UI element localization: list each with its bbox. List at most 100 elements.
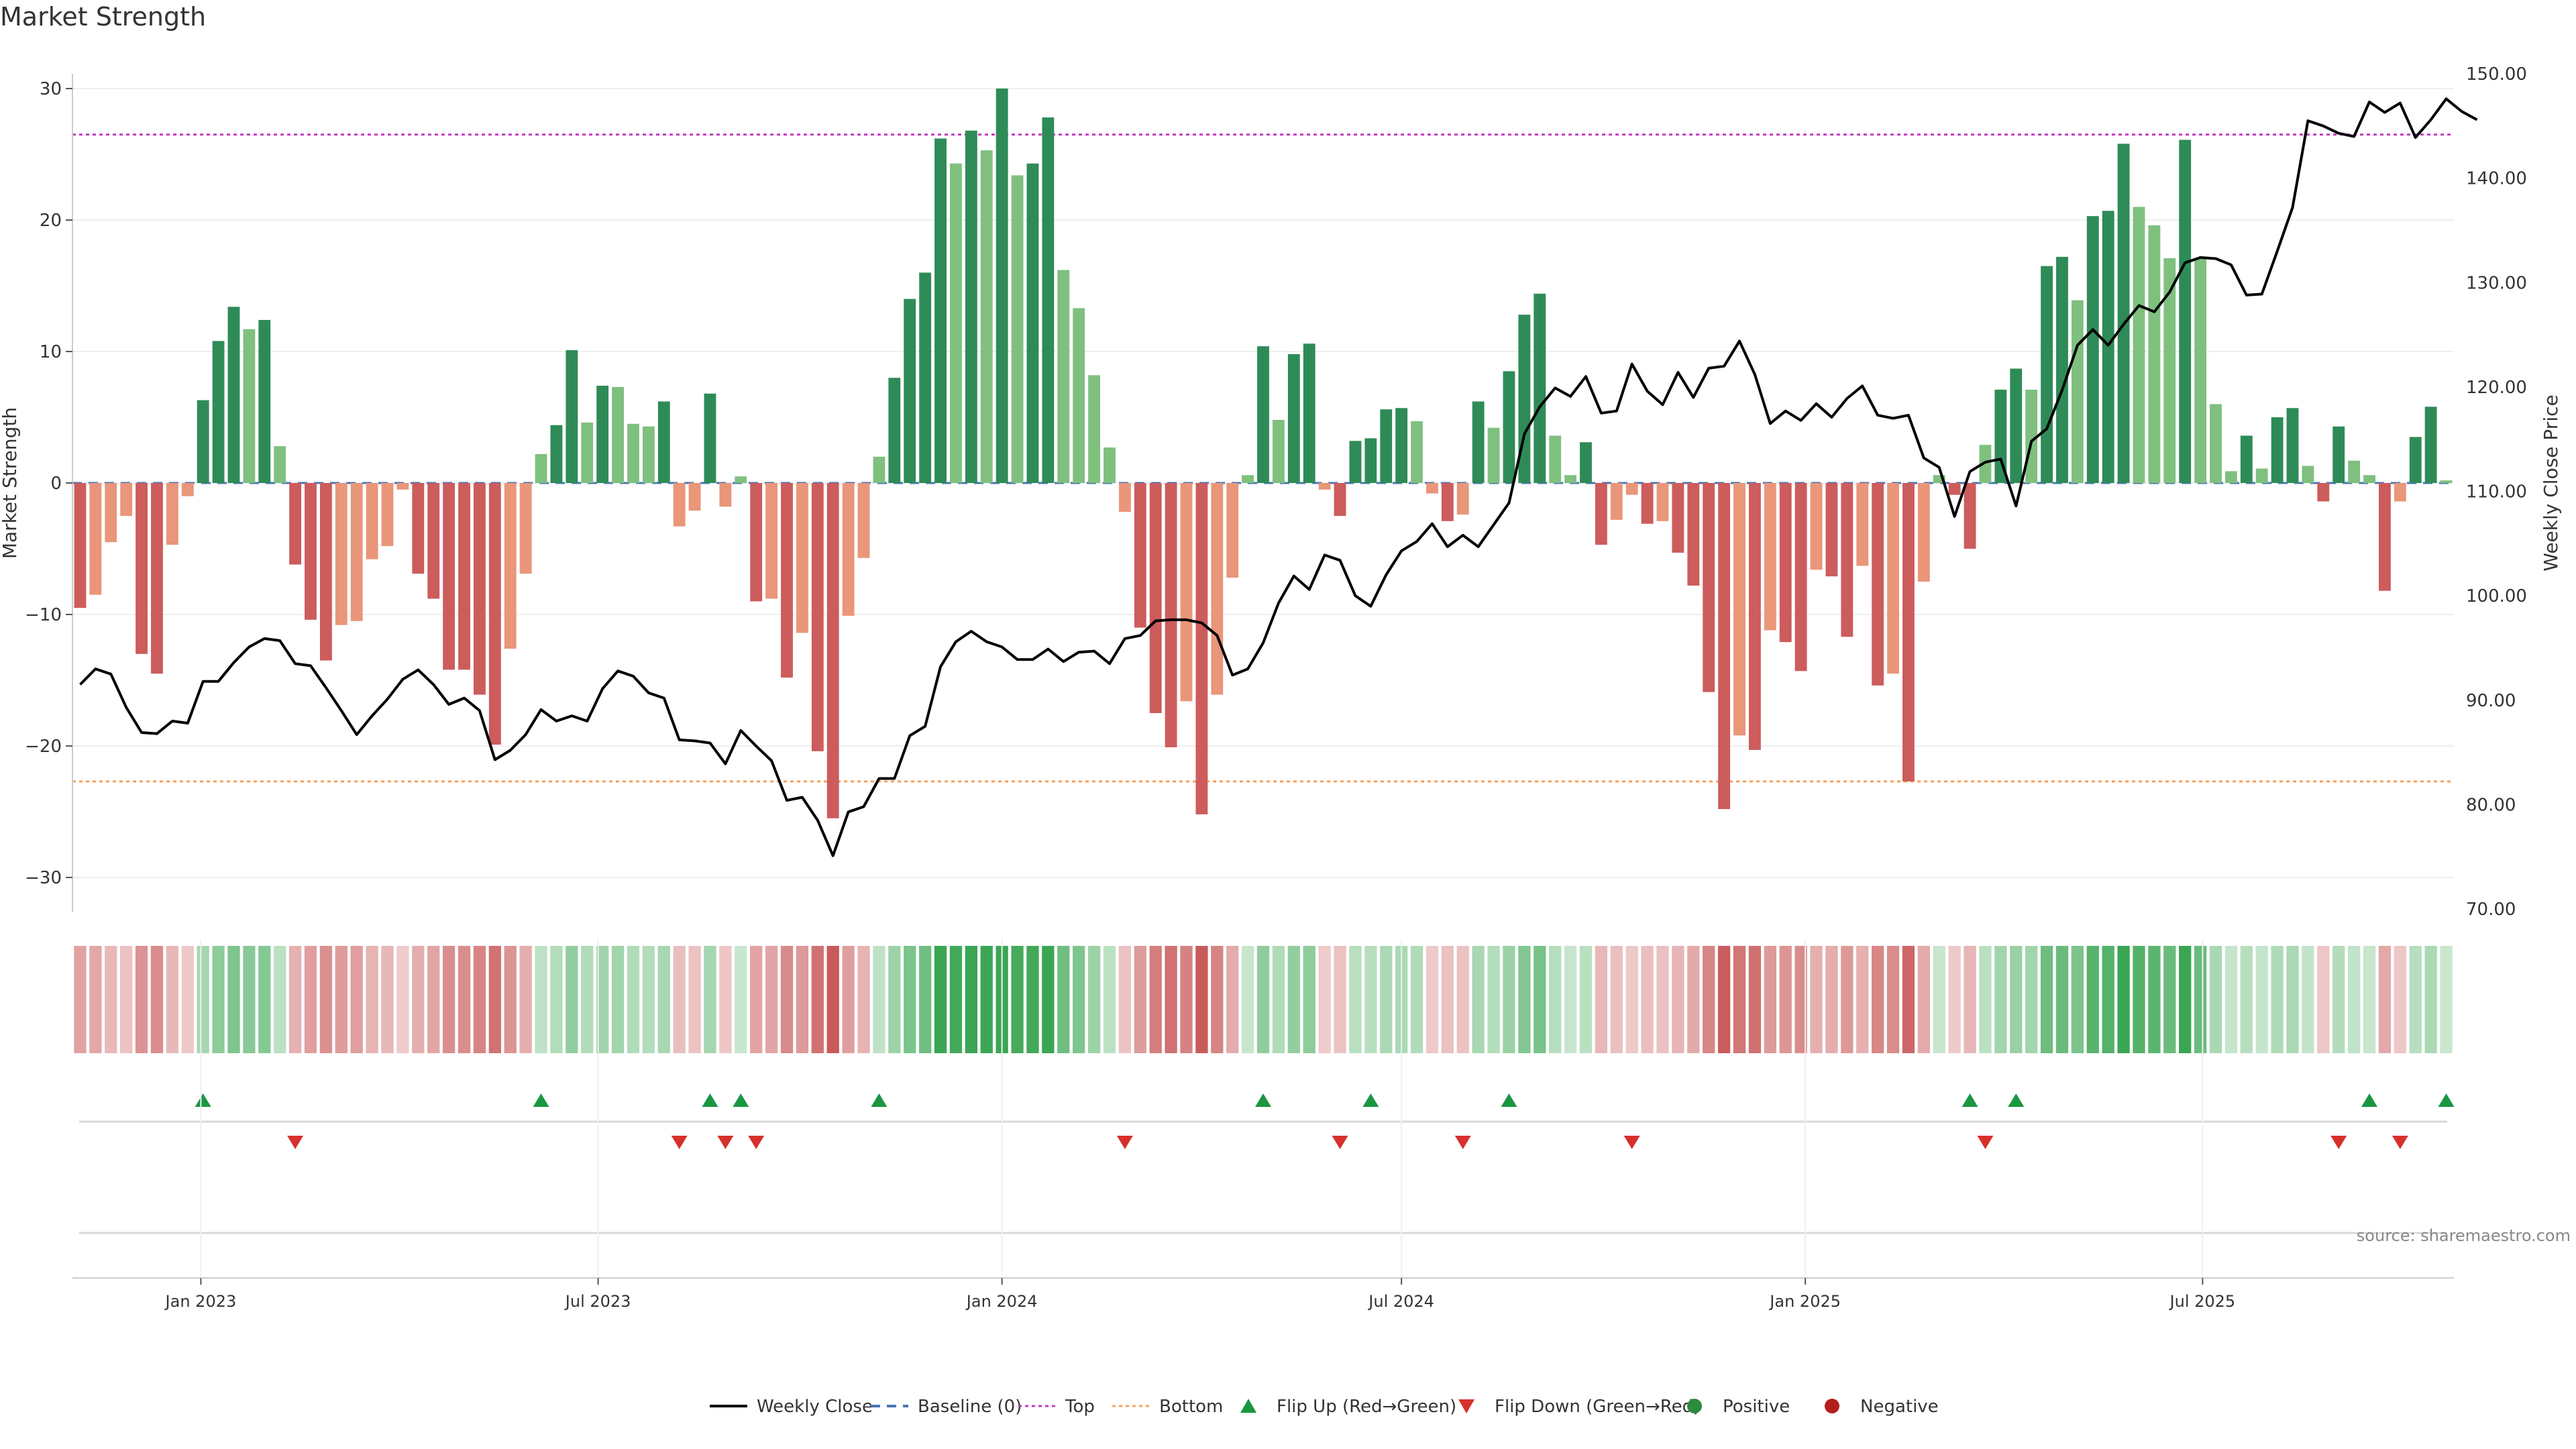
flip-down-marker (671, 1136, 688, 1149)
heat-cell (427, 946, 440, 1053)
strength-bar (305, 483, 317, 620)
strength-bar (1810, 483, 1823, 570)
flip-up-marker (733, 1093, 749, 1107)
strength-bar (1887, 483, 1899, 674)
strength-bar (581, 422, 594, 483)
flip-up-marker (2438, 1093, 2455, 1107)
heat-cell (1026, 946, 1039, 1053)
strength-bar (2286, 408, 2299, 483)
strength-bar (166, 483, 178, 545)
heat-cell (780, 946, 794, 1053)
strength-bar (105, 483, 117, 543)
heat-cell (2332, 946, 2345, 1053)
heat-cell (2286, 946, 2299, 1053)
strength-bar (2348, 460, 2361, 483)
heat-cell (2224, 946, 2238, 1053)
flip-down-marker (2330, 1136, 2347, 1149)
heat-cell (1748, 946, 1762, 1053)
strength-bar (335, 483, 347, 625)
heat-cell (243, 946, 256, 1053)
flip-up-marker (533, 1093, 549, 1107)
strength-bar (1625, 483, 1638, 495)
strength-bar (950, 163, 962, 483)
strength-bar (243, 329, 256, 483)
heat-cell (1349, 946, 1362, 1053)
heat-cell (366, 946, 378, 1053)
heat-cell (197, 946, 209, 1053)
flip-up-marker (871, 1093, 888, 1107)
flip-down-marker (1977, 1136, 1994, 1149)
left-tick-label: −20 (25, 737, 62, 757)
heat-cell (381, 946, 394, 1053)
heat-cell (288, 946, 302, 1053)
strength-bar (888, 378, 901, 483)
heat-cell (304, 946, 317, 1053)
strength-bar (2163, 258, 2176, 483)
strength-bar (2440, 480, 2453, 483)
heat-cell (1226, 946, 1239, 1053)
heat-cell (581, 946, 594, 1053)
heat-cell (1057, 946, 1070, 1053)
strength-bar (1872, 483, 1884, 686)
right-tick-label: 110.00 (2466, 482, 2527, 502)
strength-bar (2056, 256, 2068, 483)
right-tick-label: 130.00 (2466, 273, 2527, 293)
strength-bar (319, 483, 332, 661)
flip-down-marker (1116, 1136, 1133, 1149)
heat-cell (2209, 946, 2222, 1053)
strength-bars (74, 89, 2453, 818)
right-axis: 150.00 140.00 130.00 120.00 110.00 100.00 90.0… (2466, 64, 2527, 920)
heat-cell (2071, 946, 2084, 1053)
strength-bar (1441, 483, 1454, 521)
strength-bar (612, 386, 624, 483)
heat-cell (1656, 946, 1669, 1053)
heat-cell (1856, 946, 1869, 1053)
strength-bar (1948, 483, 1961, 495)
strength-bar (657, 401, 670, 483)
strength-bar (535, 453, 547, 483)
heat-cell (350, 946, 363, 1053)
strength-bar (1595, 483, 1607, 545)
legend-item: Negative (1825, 1397, 1939, 1417)
heat-cell (1549, 946, 1562, 1053)
legend-item: Flip Down (Green→Red) (1458, 1397, 1700, 1417)
heat-cell (335, 946, 347, 1053)
strength-bar (1242, 475, 1254, 483)
strength-bar (1964, 483, 1976, 549)
strength-bar (2148, 225, 2161, 483)
heat-cell (1764, 946, 1776, 1053)
heat-cell (1810, 946, 1823, 1053)
heat-cell (2102, 946, 2114, 1053)
strength-bar (1134, 483, 1146, 628)
x-tick-label: Jul 2023 (564, 1292, 631, 1311)
strength-bar (2394, 483, 2406, 502)
heat-cell (181, 946, 194, 1053)
strength-bar (1364, 438, 1377, 483)
heat-cell (1871, 946, 1884, 1053)
strength-bar (2102, 211, 2114, 483)
heat-cell (735, 946, 747, 1053)
heat-cell (1318, 946, 1331, 1053)
heat-cell (1610, 946, 1623, 1053)
strength-bar (2332, 426, 2345, 483)
left-axis: 30 20 10 0 −10 −20 −30 (25, 74, 73, 912)
heat-cell (1917, 946, 1930, 1053)
heat-cell (1841, 946, 1854, 1053)
strength-bar (151, 483, 163, 674)
heat-cell (1287, 946, 1300, 1053)
heat-cell (274, 946, 286, 1053)
heat-cell (458, 946, 471, 1053)
flip-up-marker (195, 1093, 211, 1107)
heat-cell (611, 946, 625, 1053)
legend-item: Bottom (1112, 1397, 1223, 1417)
right-tick-label: 80.00 (2466, 795, 2516, 815)
x-tick-label: Jan 2023 (164, 1292, 237, 1311)
strength-bar (458, 483, 470, 670)
heat-cell (166, 946, 179, 1053)
left-tick-label: −30 (25, 868, 62, 888)
legend-label: Bottom (1159, 1397, 1223, 1417)
legend-label: Negative (1860, 1397, 1939, 1417)
heat-cell (74, 946, 87, 1053)
legend-item: Positive (1687, 1397, 1790, 1417)
heat-cell (2086, 946, 2099, 1053)
